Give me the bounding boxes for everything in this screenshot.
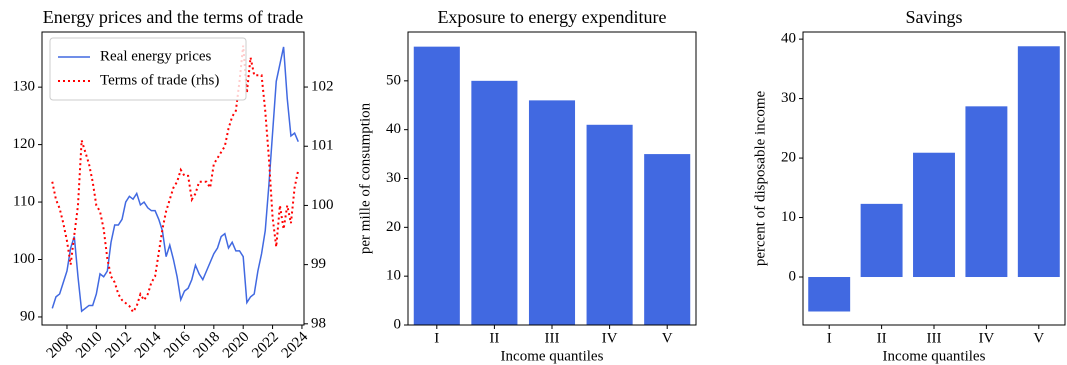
x-axis-label: Income quantiles [501,348,604,364]
y-tick-label: 50 [386,72,401,88]
bar [644,154,691,325]
bar [471,80,518,325]
x-tick-label: 2012 [102,329,135,362]
chart-title: Energy prices and the terms of trade [43,7,304,27]
y-tick-label: 40 [386,121,401,137]
y-tick-label: 30 [386,170,401,186]
x-tick-label: IV [602,330,618,346]
y-tick-label: 20 [781,150,796,166]
x-tick-label: III [545,330,560,346]
bar [808,277,851,312]
chart-title: Savings [905,7,962,27]
y2-tick-label: 101 [311,138,334,154]
x-tick-label: I [827,330,832,346]
chart-title: Exposure to energy expenditure [437,7,666,27]
y2-tick-label: 99 [311,256,326,272]
legend-box [49,37,247,101]
x-tick-label: 2018 [191,329,224,362]
y-tick-label: 40 [781,31,796,47]
y-axis-label: percent of disposable income [752,90,768,266]
bar [860,203,903,278]
x-tick-label: 2014 [132,329,165,362]
y-tick-label: 130 [13,79,36,95]
y-tick-label: 90 [20,308,35,324]
x-axis-label: Income quantiles [883,348,986,364]
bar [586,124,633,326]
x-tick-label: 2016 [161,329,194,362]
y-tick-label: 30 [781,90,796,106]
y-tick-label: 110 [13,193,35,209]
y-tick-label: 120 [13,136,36,152]
y-tick-label: 0 [394,316,402,332]
x-tick-label: V [1033,330,1044,346]
x-tick-label: 2022 [249,329,282,362]
y-axis-label: per mille of consumption [357,102,373,254]
x-tick-label: III [927,330,942,346]
plot-frame [802,31,1066,326]
plot-frame [41,31,305,326]
legend-label: Terms of trade (rhs) [100,72,219,88]
y-tick-label: 20 [386,219,401,235]
x-tick-label: V [662,330,673,346]
bar [528,100,576,325]
legend-label: Real energy prices [100,48,212,64]
bar [965,106,1008,278]
x-tick-label: II [489,330,499,346]
x-tick-label: 2008 [44,329,77,362]
x-tick-label: 2024 [279,329,312,362]
plot-frame [407,31,697,326]
line-series [51,46,299,313]
y2-tick-label: 98 [311,315,326,331]
x-tick-label: I [434,330,439,346]
line-series [51,45,300,314]
bar [1017,46,1060,278]
x-tick-label: 2020 [220,329,253,362]
y-tick-label: 10 [386,268,401,284]
y2-tick-label: 102 [311,78,334,94]
x-tick-label: IV [978,330,994,346]
y2-tick-label: 100 [311,197,334,213]
y-tick-label: 10 [781,209,796,225]
y-tick-label: 0 [789,268,797,284]
x-tick-label: II [877,330,887,346]
y-tick-label: 100 [13,251,36,267]
bar [913,152,955,278]
x-tick-label: 2010 [73,329,106,362]
bar [413,46,460,326]
